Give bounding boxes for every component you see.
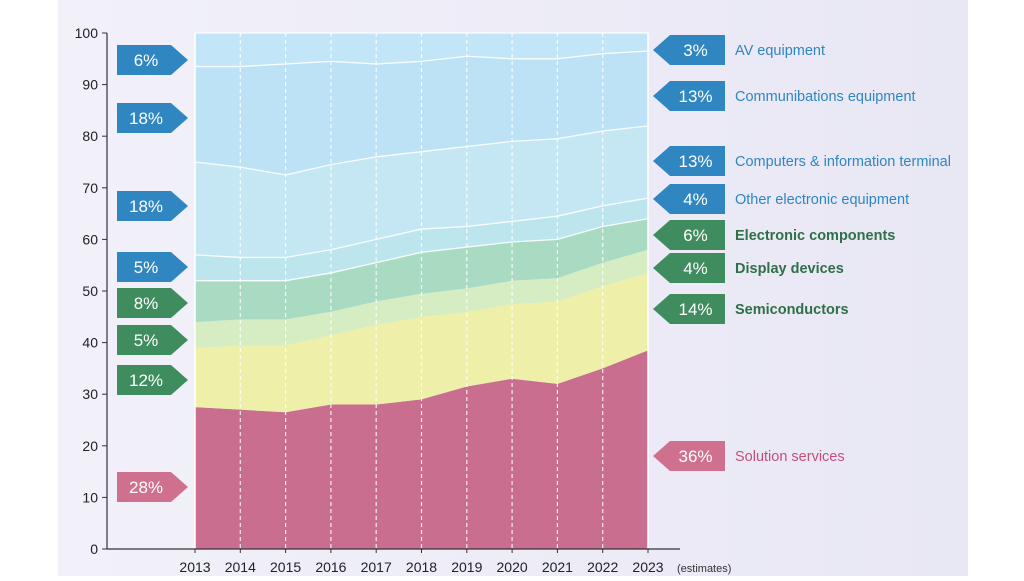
end-label-communibations-equipment: 13% xyxy=(678,87,712,106)
y-tick-label-30: 30 xyxy=(82,386,98,402)
end-tag-communibations-equipment xyxy=(653,81,725,111)
legend-av-equipment: AV equipment xyxy=(735,43,825,59)
vertical-gridlines xyxy=(194,33,649,549)
axes: 0 10 20 30 40 50 60 70 80 90 100 2013 2014 2015 2016 20… xyxy=(75,25,732,575)
x-tick-label-2023: 2023 xyxy=(632,559,663,575)
start-tag-electronic-components xyxy=(117,288,188,318)
end-label-semiconductors: 14% xyxy=(678,300,712,319)
y-tick-label-40: 40 xyxy=(82,335,98,351)
start-labels: 6% 18% 18% 5% 8% 5% 12% 28% xyxy=(117,45,188,502)
y-tick-label-10: 10 xyxy=(82,489,98,505)
start-tag-communibations-equipment xyxy=(117,103,188,133)
start-label-display-devices: 5% xyxy=(134,331,159,350)
x-tick-label-2018: 2018 xyxy=(406,559,437,575)
start-label-computers-and-information-terminal: 18% xyxy=(129,197,163,216)
end-label-computers-and-information-terminal: 13% xyxy=(678,152,712,171)
end-tag-computers-and-information-terminal xyxy=(653,146,725,176)
end-tag-display-devices xyxy=(653,253,725,283)
area-computers-and-information-terminal xyxy=(195,125,648,258)
start-label-electronic-components: 8% xyxy=(134,294,159,313)
y-tick-label-20: 20 xyxy=(82,438,98,454)
start-label-semiconductors: 12% xyxy=(129,371,163,390)
end-tag-electronic-components xyxy=(653,220,725,250)
legend-electronic-components: Electronic components xyxy=(735,228,895,244)
y-tick-label-60: 60 xyxy=(82,231,98,247)
end-tag-solution-services xyxy=(653,441,725,471)
legend-semiconductors: Semiconductors xyxy=(735,302,849,318)
start-tag-computers-and-information-terminal xyxy=(117,191,188,221)
end-labels: 3% AV equipment 13% Communibations equipmen… xyxy=(653,35,951,471)
end-tag-other-electronic-equipment xyxy=(653,184,725,214)
y-tick-label-0: 0 xyxy=(90,541,98,557)
x-tick-label-2020: 2020 xyxy=(497,559,528,575)
boundary-computers-and-information-terminal xyxy=(194,125,649,176)
y-tick-label-90: 90 xyxy=(82,77,98,93)
y-tick-label-50: 50 xyxy=(82,283,98,299)
start-label-communibations-equipment: 18% xyxy=(129,109,163,128)
y-tick-label-100: 100 xyxy=(75,25,99,41)
y-tick-label-80: 80 xyxy=(82,128,98,144)
x-tick-label-2022: 2022 xyxy=(587,559,618,575)
area-electronic-components xyxy=(195,218,648,322)
area-display-devices xyxy=(195,249,648,348)
x-tick-label-2017: 2017 xyxy=(361,559,392,575)
end-label-av-equipment: 3% xyxy=(683,41,708,60)
x-tick-label-2019: 2019 xyxy=(451,559,482,575)
end-tag-semiconductors xyxy=(653,294,725,324)
x-tick-label-2021: 2021 xyxy=(542,559,573,575)
start-tag-other-electronic-equipment xyxy=(117,252,188,282)
start-tag-av-equipment xyxy=(117,45,188,75)
legend-computers-and-information-terminal: Computers & information terminal xyxy=(735,154,951,170)
y-tick-label-70: 70 xyxy=(82,180,98,196)
legend-other-electronic-equipment: Other electronic equipment xyxy=(735,192,909,208)
legend-solution-services: Solution services xyxy=(735,449,845,465)
legend-display-devices: Display devices xyxy=(735,261,844,277)
start-label-solution-services: 28% xyxy=(129,478,163,497)
x-tick-label-2014: 2014 xyxy=(225,559,256,575)
start-tag-display-devices xyxy=(117,325,188,355)
x-tick-label-2015: 2015 xyxy=(270,559,301,575)
x-tick-label-2016: 2016 xyxy=(315,559,346,575)
start-label-av-equipment: 6% xyxy=(134,51,159,70)
legend-communibations-equipment: Communibations equipment xyxy=(735,89,916,105)
end-label-electronic-components: 6% xyxy=(683,226,708,245)
start-tag-semiconductors xyxy=(117,365,188,395)
x-axis-suffix: (estimates) xyxy=(677,563,731,575)
start-tag-solution-services xyxy=(117,472,188,502)
end-label-other-electronic-equipment: 4% xyxy=(683,190,708,209)
end-label-display-devices: 4% xyxy=(683,259,708,278)
end-tag-av-equipment xyxy=(653,35,725,65)
start-label-other-electronic-equipment: 5% xyxy=(134,258,159,277)
x-tick-label-2013: 2013 xyxy=(179,559,210,575)
end-label-solution-services: 36% xyxy=(678,447,712,466)
